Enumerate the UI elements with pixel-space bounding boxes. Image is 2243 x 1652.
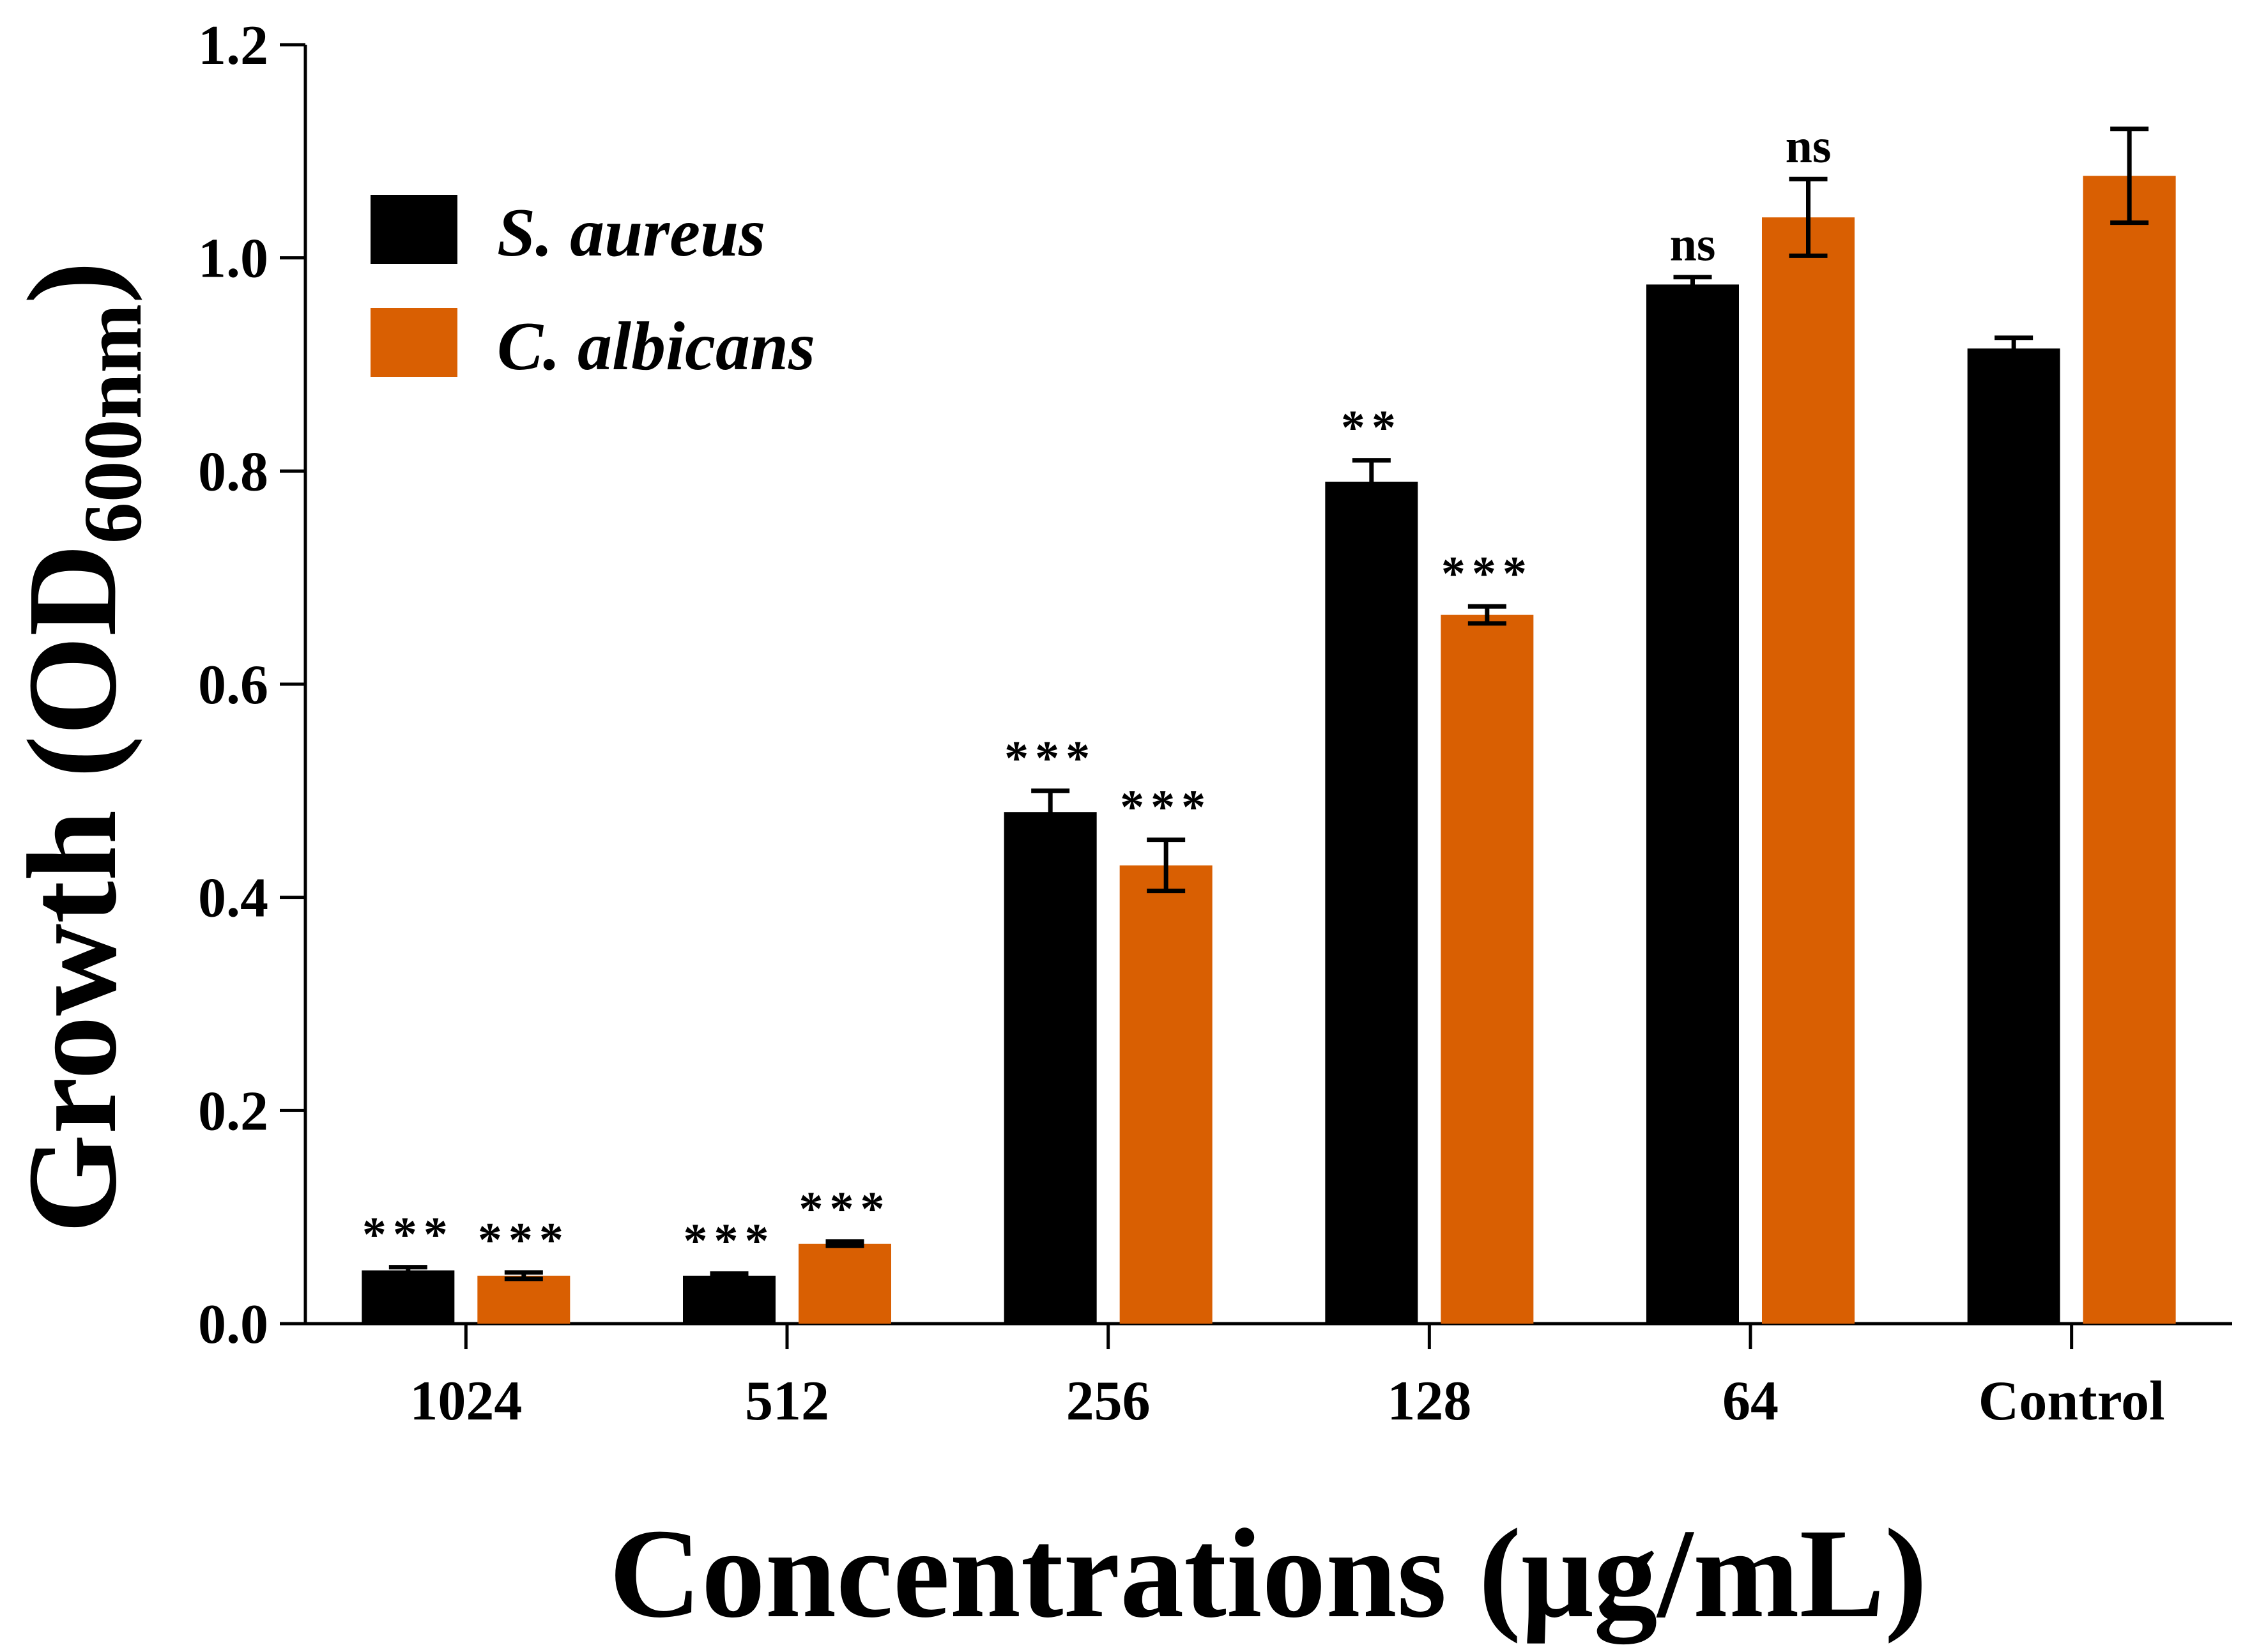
- bar-c-albicans-512: [799, 1243, 891, 1324]
- y-axis-title-subscript: 600nm: [67, 304, 159, 544]
- significance-label: ***: [1120, 781, 1212, 834]
- x-axis: 1024 512 256 128 64 Control: [305, 1322, 2232, 1432]
- bar-c-albicans-256: [1119, 865, 1213, 1324]
- significance-label: ***: [1004, 731, 1096, 785]
- significance-label: ***: [362, 1208, 454, 1262]
- bar-s-aureus-512: [683, 1275, 776, 1324]
- bar-c-albicans-128: [1441, 615, 1534, 1324]
- bar-s-aureus-256: [1004, 812, 1097, 1324]
- bar-s-aureus-1024: [362, 1270, 455, 1324]
- bar-s-aureus-control: [1967, 348, 2060, 1324]
- x-tick-label: 64: [1722, 1370, 1779, 1432]
- x-tick-label: 128: [1387, 1370, 1471, 1432]
- legend: S. aureus C. albicans: [371, 195, 815, 385]
- significance-label: ***: [684, 1214, 776, 1268]
- x-tick-label: Control: [1979, 1370, 2165, 1432]
- significance-label: ***: [799, 1182, 891, 1236]
- x-tick-label: 512: [745, 1370, 829, 1432]
- bar-s-aureus-64: [1646, 284, 1739, 1324]
- y-tick-label: 0.4: [198, 868, 268, 929]
- y-axis-title-main: Growth (OD: [2, 544, 143, 1234]
- legend-swatch-s-aureus: [371, 195, 457, 264]
- bar-c-albicans-64: [1762, 217, 1855, 1324]
- bar-s-aureus-128: [1325, 482, 1418, 1324]
- x-axis-title: Concentrations (μg/mL): [609, 1503, 1927, 1644]
- legend-label-s-aureus: S. aureus: [497, 195, 765, 271]
- significance-label: **: [1341, 401, 1402, 455]
- y-tick-label: 0.0: [198, 1294, 268, 1356]
- y-axis-title-close: ): [2, 261, 143, 304]
- y-tick-label: 1.0: [198, 228, 268, 290]
- x-tick-label: 256: [1066, 1370, 1151, 1432]
- bars-layer: [362, 176, 2176, 1324]
- y-tick-label: 0.8: [198, 441, 268, 503]
- significance-label: ***: [1441, 547, 1533, 600]
- bar-c-albicans-1024: [477, 1275, 570, 1324]
- error-bars-layer: [388, 126, 2149, 1281]
- significance-label: ***: [478, 1213, 570, 1267]
- y-tick-label: 1.2: [198, 15, 268, 77]
- significance-label: ns: [1670, 218, 1716, 272]
- y-axis-title: Growth (OD600nm): [2, 261, 159, 1234]
- y-tick-label: 0.6: [198, 654, 268, 716]
- bar-c-albicans-control: [2083, 176, 2176, 1324]
- x-tick-label: 1024: [410, 1370, 522, 1432]
- legend-swatch-c-albicans: [371, 308, 457, 377]
- y-tick-label: 0.2: [198, 1080, 268, 1142]
- significance-label: ns: [1786, 119, 1832, 173]
- y-axis: 0.0 0.2 0.4 0.6 0.8 1.0 1.2: [198, 15, 307, 1356]
- legend-label-c-albicans: C. albicans: [497, 309, 815, 385]
- significance-layer: *** ********ns************ns: [362, 119, 1832, 1267]
